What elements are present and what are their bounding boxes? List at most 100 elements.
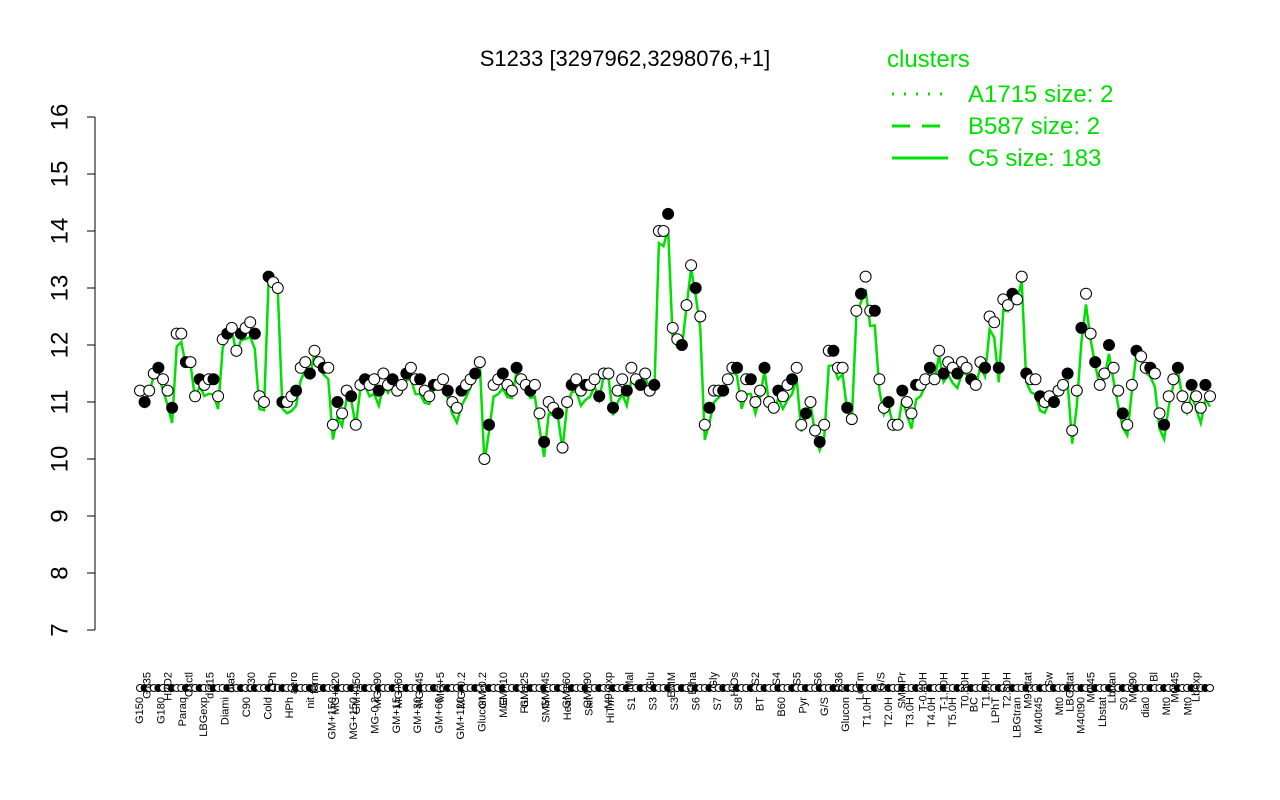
x-tick-label: C90 bbox=[241, 697, 253, 717]
data-point bbox=[1153, 407, 1166, 420]
legend-item-label: C5 size: 183 bbox=[968, 145, 1101, 172]
x-tick-label: BT bbox=[755, 697, 767, 711]
data-point bbox=[551, 407, 564, 420]
data-point bbox=[450, 401, 463, 414]
x-tick-label: M40t45 bbox=[1033, 697, 1045, 734]
x-tick-label: LBGexp bbox=[198, 697, 210, 737]
x-tick-label: Glucon bbox=[840, 697, 852, 732]
data-point bbox=[809, 424, 822, 437]
x-axis: G135 H2O2 Oxctl dia15 dia5 C30 LPh aero ferm MG+1… bbox=[134, 671, 1214, 740]
data-point bbox=[1061, 367, 1074, 380]
data-point bbox=[1181, 401, 1193, 414]
data-point bbox=[1121, 418, 1134, 431]
data-point bbox=[873, 373, 886, 386]
data-point bbox=[767, 401, 780, 414]
data-point bbox=[786, 373, 799, 386]
data-point bbox=[859, 270, 872, 283]
x-tick-label: B36 bbox=[834, 672, 846, 692]
y-tick-label: 13 bbox=[47, 275, 74, 302]
data-point bbox=[891, 418, 904, 431]
x-tick-label: GM+15 bbox=[391, 697, 403, 733]
x-tick-label: M9-exp bbox=[603, 672, 615, 709]
x-tick-label: aero bbox=[288, 672, 300, 694]
x-tick-label: Paraq bbox=[177, 697, 189, 726]
data-point bbox=[166, 401, 179, 414]
data-point bbox=[528, 378, 541, 391]
data-point bbox=[620, 384, 633, 397]
data-point bbox=[923, 361, 936, 374]
x-tick-label: Mal bbox=[624, 672, 636, 690]
data-point bbox=[1112, 384, 1125, 397]
data-point bbox=[593, 390, 606, 403]
x-tick-label: S4 bbox=[771, 672, 783, 685]
data-point bbox=[795, 418, 808, 431]
x-tick-label: GM+60 bbox=[434, 697, 446, 733]
data-point bbox=[937, 367, 950, 380]
data-point bbox=[441, 384, 454, 397]
x-tick-label: nit bbox=[305, 697, 317, 709]
data-point bbox=[804, 396, 817, 408]
data-point bbox=[1135, 350, 1148, 363]
x-tick-label: Gly bbox=[708, 672, 720, 689]
data-point bbox=[570, 373, 583, 386]
x-tick-label: LBGstat bbox=[1064, 672, 1076, 712]
x-tick-label: LBGtran bbox=[1011, 697, 1023, 738]
data-point bbox=[1204, 390, 1216, 403]
x-tick-label: T4.0H bbox=[926, 697, 938, 727]
x-tick-label: T1.30H bbox=[981, 672, 993, 708]
legend-title: clusters bbox=[887, 46, 970, 73]
chart-title: S1233 [3297962,3298076,+1] bbox=[480, 46, 771, 71]
data-point bbox=[896, 384, 909, 397]
series-line-group bbox=[138, 228, 1212, 463]
x-tick-label: S6 bbox=[690, 697, 702, 710]
data-point bbox=[207, 373, 220, 386]
data-point bbox=[841, 401, 854, 414]
y-tick-label: 16 bbox=[47, 104, 74, 131]
data-point bbox=[1190, 390, 1203, 403]
y-tick-label: 9 bbox=[47, 509, 74, 522]
data-point bbox=[717, 384, 730, 397]
x-marker bbox=[1206, 684, 1214, 692]
data-point bbox=[225, 321, 238, 334]
data-point bbox=[212, 390, 225, 403]
legend-item-label: A1715 size: 2 bbox=[968, 81, 1113, 108]
data-point bbox=[1194, 401, 1207, 414]
data-point bbox=[336, 407, 349, 420]
data-point bbox=[666, 321, 679, 334]
data-point bbox=[744, 373, 757, 386]
data-point bbox=[754, 384, 766, 397]
x-tick-label: H2O2 bbox=[162, 672, 174, 701]
x-tick-label: S2 bbox=[750, 672, 762, 685]
data-point bbox=[625, 361, 638, 374]
data-point bbox=[951, 367, 964, 380]
legend-item-label: B587 size: 2 bbox=[968, 113, 1100, 140]
data-point bbox=[248, 327, 261, 340]
x-tick-label: Mt0 bbox=[1054, 697, 1066, 715]
data-point bbox=[850, 304, 863, 317]
data-point bbox=[1199, 378, 1212, 391]
data-point bbox=[988, 316, 1001, 329]
y-tick-label: 15 bbox=[47, 161, 74, 188]
x-tick-label: M9-stat bbox=[1023, 672, 1035, 709]
data-point bbox=[1011, 293, 1024, 306]
x-tick-label: MG+5 bbox=[435, 672, 447, 702]
data-point bbox=[662, 207, 675, 220]
data-point bbox=[639, 367, 652, 380]
x-tick-label: Etha bbox=[687, 671, 699, 695]
x-tick-label: G/S bbox=[819, 697, 831, 716]
data-point bbox=[776, 390, 789, 403]
data-point bbox=[1001, 299, 1014, 312]
data-point bbox=[1125, 378, 1138, 391]
data-point bbox=[698, 418, 711, 431]
data-point bbox=[175, 327, 188, 340]
y-tick-label: 7 bbox=[47, 623, 74, 636]
data-point bbox=[845, 413, 858, 426]
x-tick-label: G150 bbox=[134, 697, 146, 724]
data-point bbox=[1171, 361, 1184, 374]
x-tick-label: M0t90 bbox=[1127, 672, 1139, 703]
data-point bbox=[189, 390, 202, 403]
data-point bbox=[1176, 390, 1189, 403]
data-point bbox=[588, 373, 601, 386]
x-tick-label: T2.0H bbox=[883, 697, 895, 727]
data-point bbox=[437, 373, 450, 386]
